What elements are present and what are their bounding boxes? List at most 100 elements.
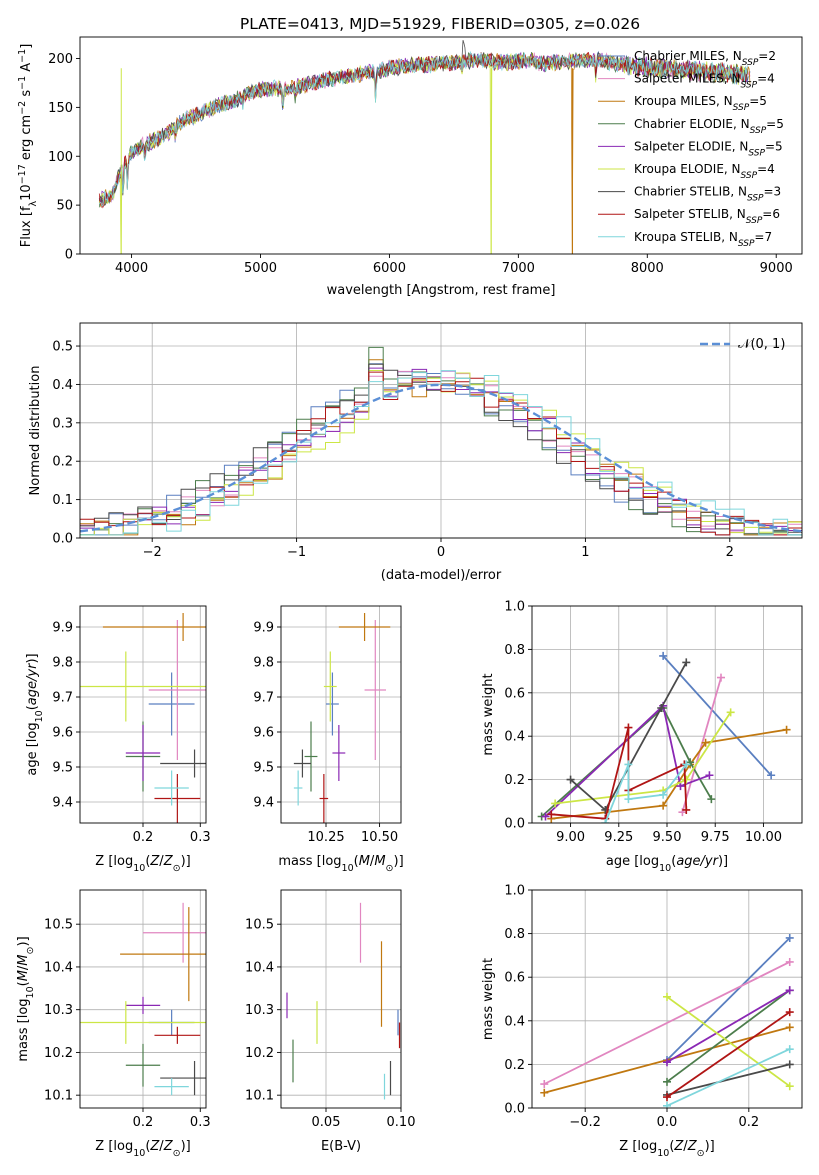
weight-marker <box>782 725 791 734</box>
label-part: )] <box>181 854 191 869</box>
legend-count: =7 <box>754 230 772 244</box>
weight-line-1 <box>543 961 791 1085</box>
label-part: )] <box>181 1139 191 1154</box>
y-tick-label: 10.1 <box>245 1089 274 1104</box>
legend-sub: SSP <box>741 81 758 91</box>
label-part: ⊙ <box>386 863 394 874</box>
weight-marker <box>726 708 735 717</box>
weight-line-5 <box>666 996 791 1087</box>
axes-mass-vs-EBV <box>281 890 402 1108</box>
x-tick-label: 0.2 <box>133 830 154 845</box>
weight-marker <box>701 738 710 747</box>
legend-label: Kroupa MILES, NSSP=5 <box>634 94 767 113</box>
legend-sub: SSP <box>750 126 767 136</box>
legend-sub: SSP <box>748 148 765 158</box>
weight-marker <box>785 957 794 966</box>
weight-line-4 <box>544 704 710 818</box>
spectrum-xlabel: wavelength [Angstrom, rest frame] <box>327 283 556 298</box>
y-tick-label: 50 <box>56 199 73 214</box>
label-part: mass [log <box>278 854 341 869</box>
y-tick-label: 10.2 <box>44 1046 73 1061</box>
weight-line-0 <box>666 937 791 1061</box>
y-tick-label: 0.0 <box>504 817 525 832</box>
label-part: −17 <box>17 164 28 184</box>
label-part: ( <box>671 854 676 869</box>
y-tick-label: 0.2 <box>52 455 73 470</box>
legend-label: Salpeter ELODIE, NSSP=5 <box>634 139 783 158</box>
label-part: Z [log <box>95 854 133 869</box>
legend-label: Chabrier ELODIE, NSSP=5 <box>634 117 784 136</box>
weight-marker <box>785 1060 794 1069</box>
residuals-ylabel: Normed distribution <box>28 366 43 496</box>
y-tick-label: 9.7 <box>253 691 274 706</box>
label-part: / <box>683 1139 688 1154</box>
weight-marker <box>551 799 560 808</box>
plot-area-spectrum <box>98 39 751 254</box>
axes-weight-vs-Z <box>532 889 802 1109</box>
label-part: age [log <box>606 854 659 869</box>
legend-name: Kroupa STELIB, N <box>634 230 738 244</box>
label-part: s <box>19 90 34 101</box>
legend-name: Salpeter ELODIE, N <box>634 139 748 153</box>
label-part: ( <box>354 854 359 869</box>
label-part: ] <box>19 44 34 49</box>
x-tick-label: 0.05 <box>312 1115 341 1130</box>
x-tick-label: 6000 <box>373 261 406 276</box>
label-part: −1 <box>17 76 28 90</box>
plot-area-age-vs-mass <box>293 613 391 823</box>
legend-name: Salpeter MILES, N <box>634 72 741 86</box>
x-tick-label: 0.2 <box>738 1115 759 1130</box>
y-tick-label: 0.6 <box>504 971 525 986</box>
legend-name: Chabrier ELODIE, N <box>634 117 750 131</box>
weight-marker <box>657 703 666 712</box>
label-part: Flux [f <box>19 206 34 247</box>
residual-histogram-8 <box>80 370 802 536</box>
label-part: Z [log <box>619 1139 657 1154</box>
plot-area-mass-vs-EBV <box>286 902 401 1100</box>
age-vs-mass-xlabel: mass [log10(M/M⊙)] <box>278 854 403 874</box>
y-tick-label: 150 <box>48 101 73 116</box>
legend-count: =2 <box>758 49 776 63</box>
y-tick-label: 0 <box>65 248 73 263</box>
weight-marker <box>624 795 633 804</box>
x-tick-label: 8000 <box>631 261 664 276</box>
axes-mass-vs-Z <box>80 890 206 1108</box>
label-part: 10 <box>25 986 36 998</box>
y-tick-label: 9.7 <box>52 691 73 706</box>
weight-line-2 <box>551 728 787 820</box>
legend-count: =6 <box>762 207 780 221</box>
weight-line-4 <box>666 989 791 1063</box>
label-part: ( <box>145 1139 150 1154</box>
plot-area-weight-vs-age <box>537 651 791 823</box>
label-part: / <box>159 1139 164 1154</box>
figure-title: PLATE=0413, MJD=51929, FIBERID=0305, z=0… <box>240 15 640 33</box>
label-part: −1 <box>17 49 28 63</box>
label-part: 10 <box>133 1148 145 1159</box>
y-tick-label: 0.2 <box>504 1058 525 1073</box>
weight-marker <box>624 723 633 732</box>
label-part: 10 <box>19 184 34 201</box>
frame-residuals: −2 −1 0 1 2 0.0 0.1 0.2 0.3 0.4 0.5 <box>52 322 803 560</box>
weight-marker <box>541 812 550 821</box>
y-tick-label: 10.2 <box>245 1046 274 1061</box>
weight-line-7 <box>551 727 688 820</box>
normal-reference-curve <box>80 383 802 533</box>
x-tick-label: 9.50 <box>653 830 682 845</box>
y-tick-label: 0.0 <box>504 1102 525 1117</box>
label-part: Z <box>673 1139 684 1154</box>
y-tick-label: 0.3 <box>52 416 73 431</box>
mass-vs-Z-xlabel: Z [log10(Z/Z⊙)] <box>95 1139 190 1159</box>
label-part: ( <box>25 705 40 710</box>
y-tick-label: 0.5 <box>52 340 73 355</box>
weight-marker <box>705 771 714 780</box>
label-part: 10 <box>657 1148 669 1159</box>
weight-marker <box>785 1045 794 1054</box>
label-part: 10 <box>34 710 45 722</box>
weight-marker <box>663 1101 671 1108</box>
x-tick-label: 9.00 <box>556 830 585 845</box>
residuals-xlabel: (data-model)/error <box>381 568 502 583</box>
weight-marker <box>785 986 794 995</box>
y-tick-label: 1.0 <box>504 884 525 899</box>
y-tick-label: 0.0 <box>52 532 73 547</box>
weight-line-3 <box>666 989 791 1083</box>
